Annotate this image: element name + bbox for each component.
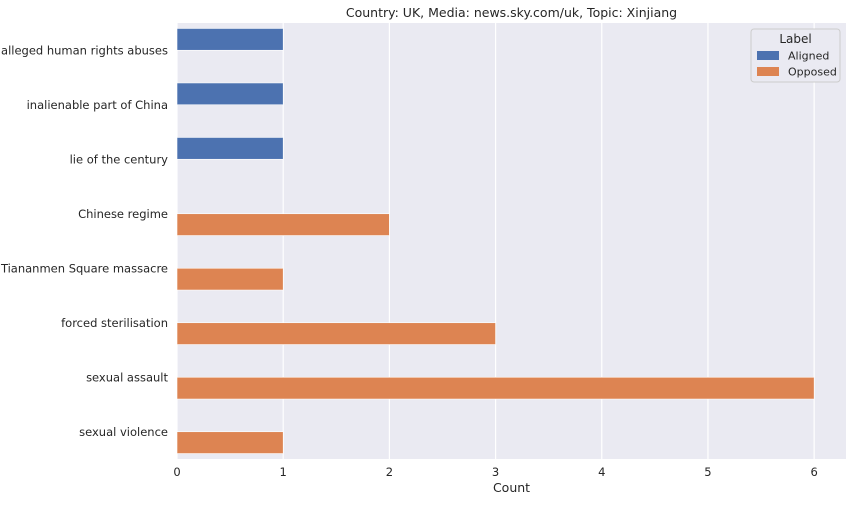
legend-label: Aligned	[788, 50, 829, 63]
y-tick-label: lie of the century	[70, 152, 169, 166]
x-tick-label: 2	[386, 465, 393, 479]
bar	[176, 213, 390, 236]
bar	[176, 28, 284, 51]
x-axis-label: Count	[493, 480, 530, 495]
legend-swatch	[757, 51, 779, 60]
bar	[176, 82, 284, 106]
x-tick-label: 1	[280, 465, 287, 479]
legend-title: Label	[779, 32, 811, 46]
bar	[176, 376, 815, 400]
legend-swatch	[757, 67, 779, 76]
x-tick-label: 5	[704, 465, 711, 479]
x-tick-label: 6	[810, 465, 817, 479]
bar	[176, 322, 496, 345]
y-tick-label: alleged human rights abuses	[1, 43, 168, 57]
y-axis-ticks: alleged human rights abuses inalienable p…	[0, 43, 168, 439]
y-tick-label: Tiananmen Square massacre	[0, 261, 168, 275]
legend-label: Opposed	[788, 66, 837, 79]
y-tick-label: sexual violence	[79, 425, 168, 439]
bar	[176, 137, 284, 160]
y-tick-label: forced sterilisation	[61, 316, 168, 330]
bar	[176, 431, 284, 454]
chart-title: Country: UK, Media: news.sky.com/uk, Top…	[346, 5, 677, 20]
legend: Label Aligned Opposed	[750, 28, 841, 83]
y-tick-label: inalienable part of China	[27, 98, 168, 112]
bar	[176, 267, 284, 291]
x-tick-label: 0	[173, 465, 180, 479]
legend-items: Aligned Opposed	[757, 50, 837, 79]
bars	[176, 28, 815, 454]
y-tick-label: sexual assault	[86, 370, 168, 384]
x-tick-label: 3	[492, 465, 499, 479]
x-tick-label: 4	[598, 465, 605, 479]
x-axis-ticks: 0 1 2 3 4 5 6	[173, 465, 817, 479]
y-tick-label: Chinese regime	[78, 207, 168, 221]
